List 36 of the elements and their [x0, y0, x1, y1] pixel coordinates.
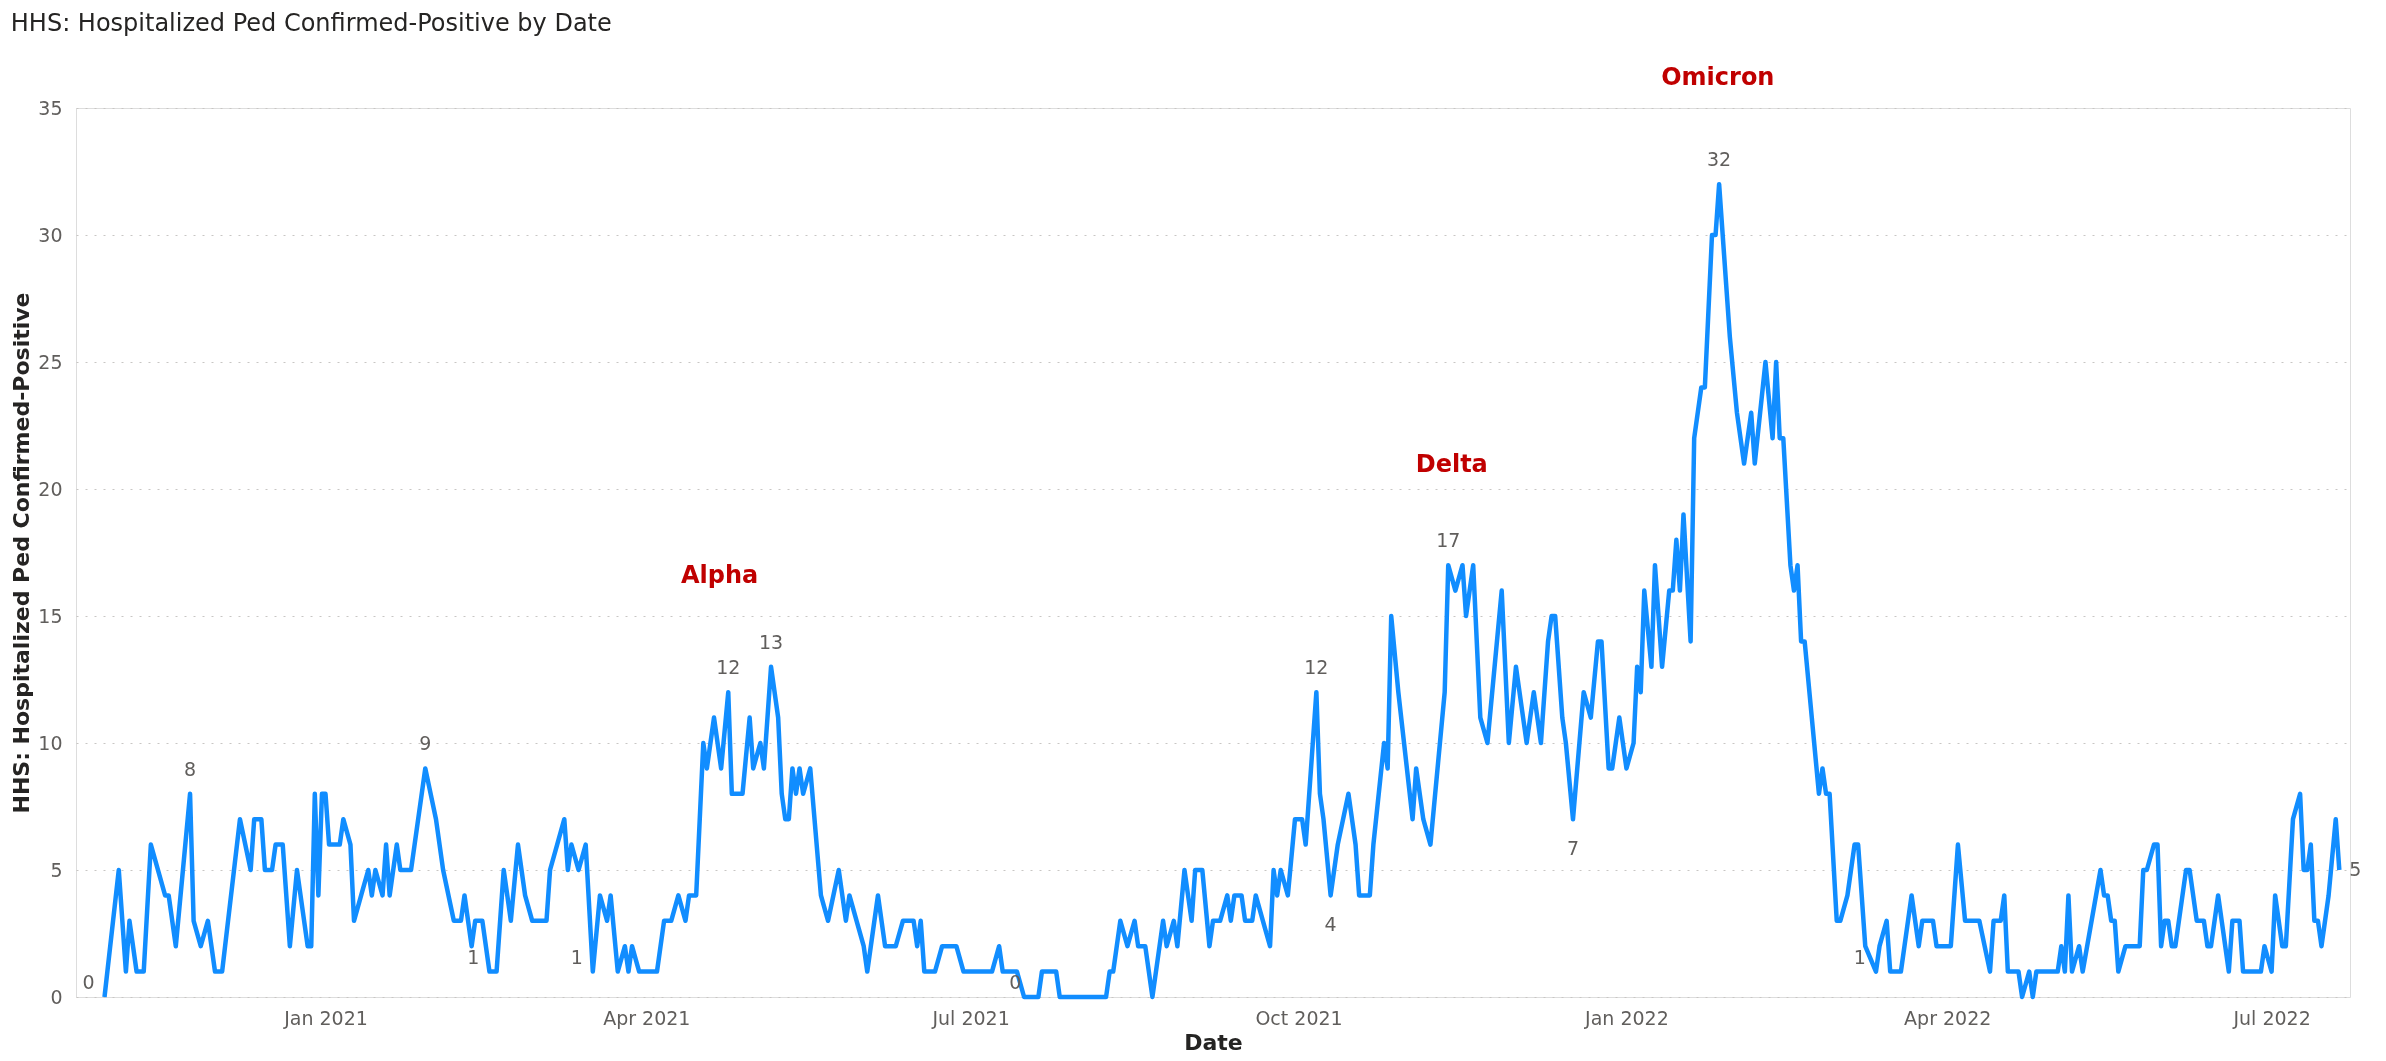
x-tick-label: Jul 2021	[931, 1006, 1010, 1029]
data-label: 1	[1853, 945, 1866, 968]
y-tick-label: 10	[38, 731, 63, 754]
data-label: 5	[2349, 858, 2362, 880]
data-label: 12	[716, 656, 741, 679]
y-tick-label: 0	[50, 985, 63, 1008]
line-series	[102, 181, 2342, 1000]
chart-title: HHS: Hospitalized Ped Confirmed-Positive by Date	[10, 9, 612, 38]
annotation: Delta	[1415, 449, 1488, 478]
text: Omicron	[1661, 63, 1775, 92]
data-label: 17	[1436, 529, 1461, 552]
x-axis-title: Date	[1184, 1029, 1243, 1055]
data-label: 1	[467, 945, 480, 968]
data-label: 9	[419, 732, 432, 755]
y-tick-label: 25	[38, 350, 63, 373]
data-label: 4	[1324, 913, 1337, 936]
y-tick-label: 20	[38, 477, 63, 500]
data-label: 12	[1304, 656, 1329, 679]
annotation: Alpha	[680, 561, 759, 590]
data-label: 8	[184, 757, 197, 780]
x-tick-label: Jan 2022	[1584, 1006, 1669, 1029]
data-label: 1	[570, 945, 583, 968]
x-tick-label: Oct 2021	[1255, 1006, 1343, 1029]
y-axis-title: HHS: Hospitalized Ped Confirmed-Positive	[9, 292, 35, 814]
x-tick-label: Apr 2021	[603, 1006, 691, 1029]
y-tick-label: 5	[50, 858, 63, 881]
x-tick-label: Apr 2022	[1904, 1006, 1992, 1029]
x-tick-label: Jan 2021	[283, 1006, 368, 1029]
y-tick-label: 15	[38, 604, 63, 627]
data-label: 13	[758, 630, 784, 653]
data-label: 0	[82, 971, 95, 993]
y-tick-label: 30	[38, 223, 63, 246]
data-label: 32	[1707, 148, 1732, 171]
x-tick-label: Jul 2022	[2232, 1006, 2311, 1029]
data-label: 7	[1566, 837, 1580, 860]
y-tick-label: 35	[38, 96, 63, 119]
